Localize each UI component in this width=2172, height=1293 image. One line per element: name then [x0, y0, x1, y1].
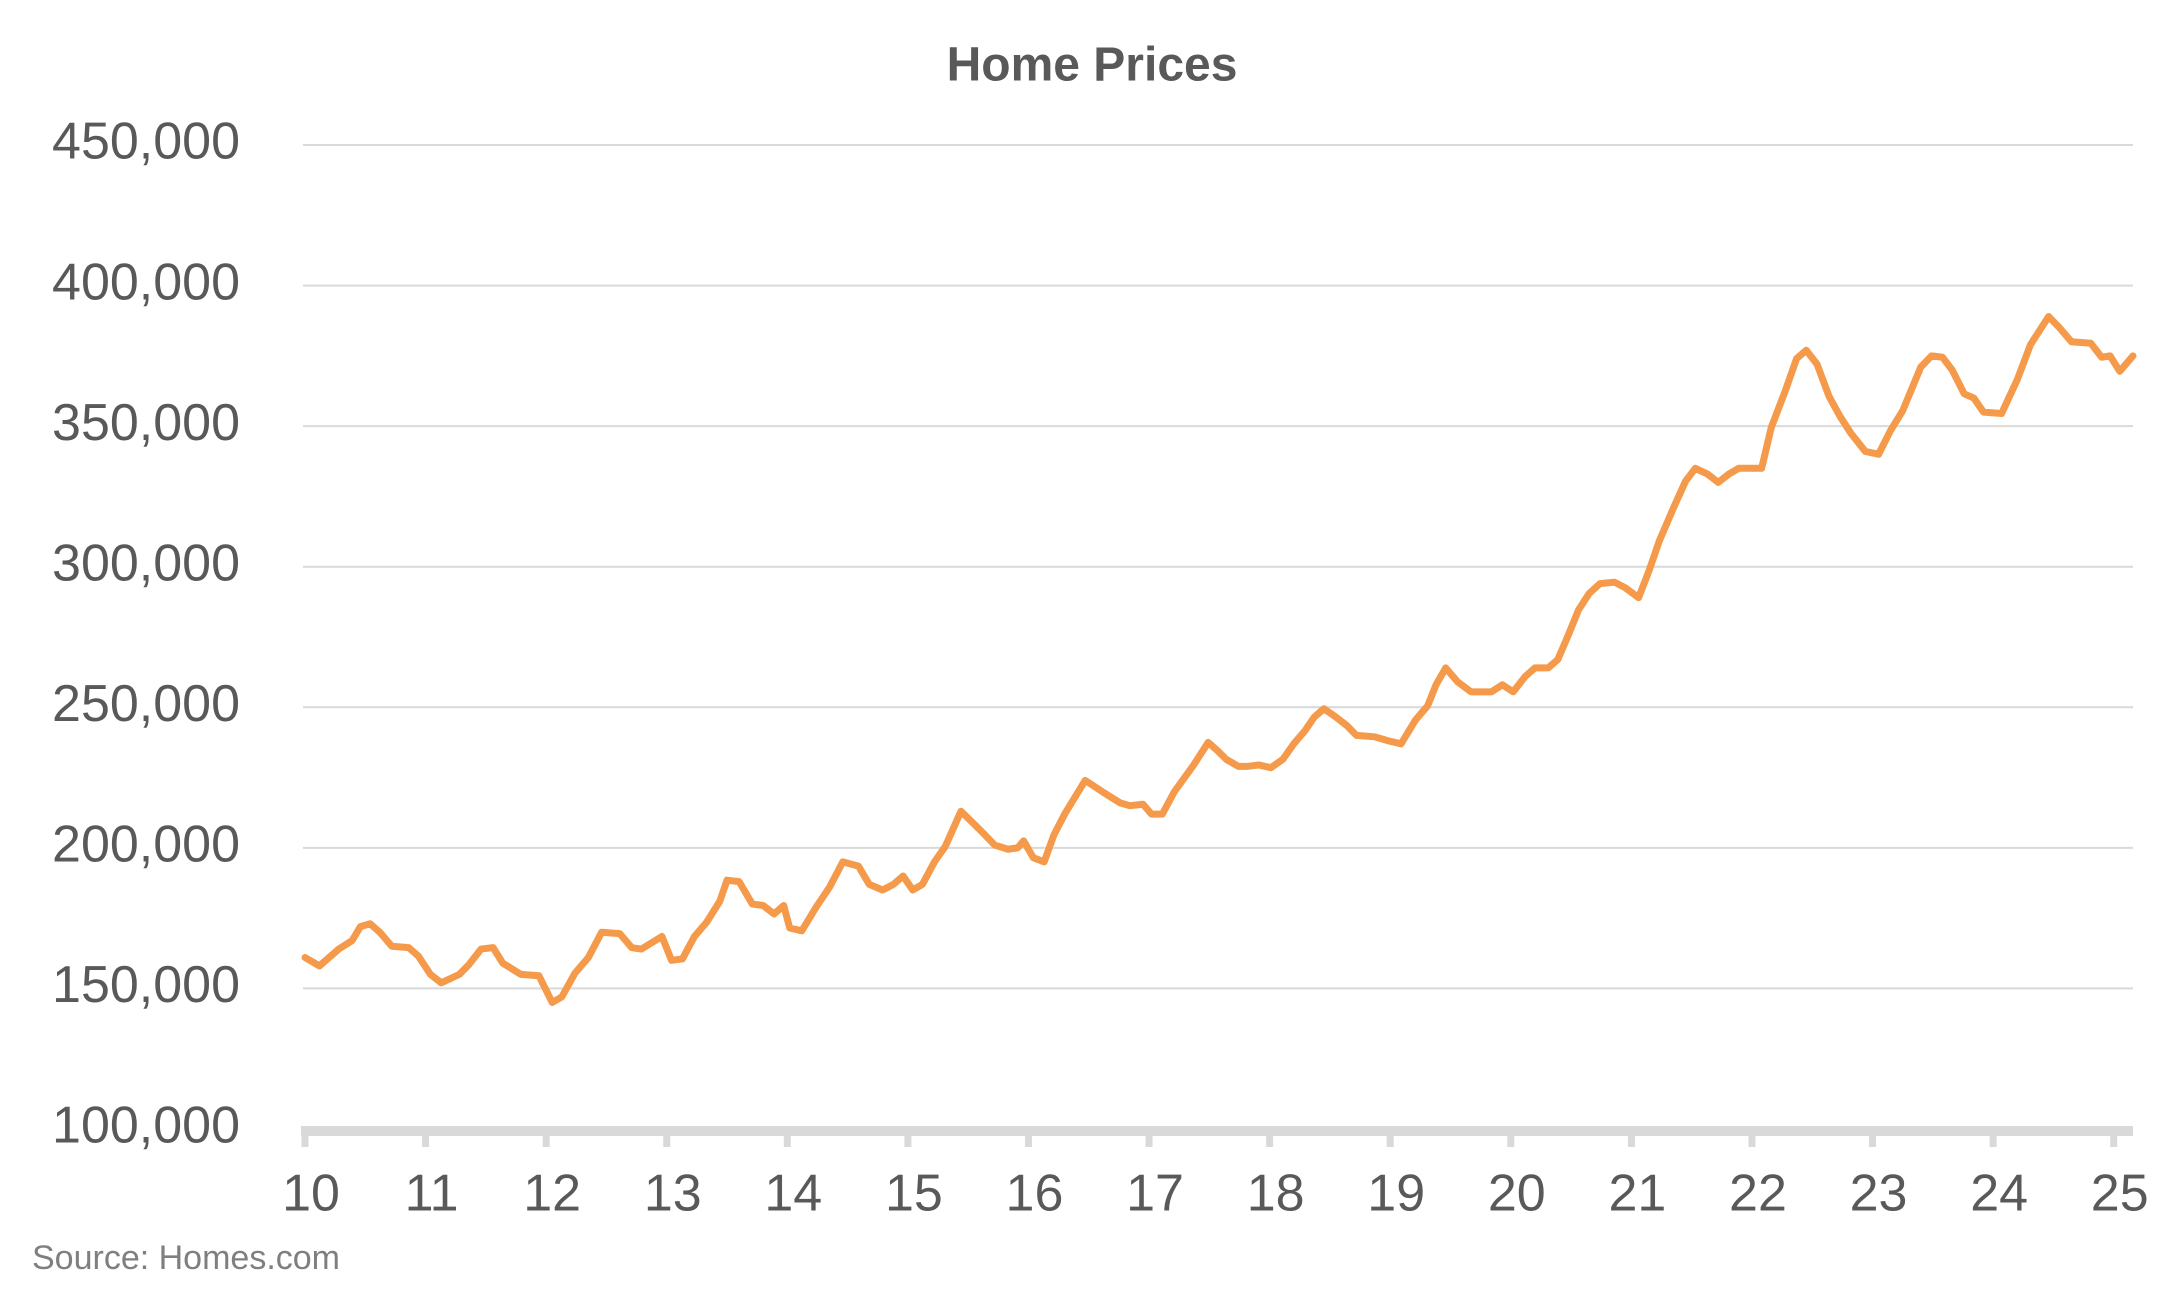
x-tick-label: 19 — [1367, 1165, 1425, 1223]
y-tick-label: 100,000 — [52, 1097, 240, 1155]
x-tick-label: 13 — [644, 1165, 702, 1223]
x-tick-label: 25 — [2091, 1165, 2149, 1223]
chart-title: Home Prices — [947, 39, 1238, 92]
price-line — [301, 313, 2137, 1006]
x-tick-label: 14 — [764, 1165, 822, 1223]
y-tick-label: 250,000 — [52, 675, 240, 733]
x-tick-label: 10 — [282, 1165, 340, 1223]
y-tick-label: 200,000 — [52, 816, 240, 874]
x-tick-label: 12 — [523, 1165, 581, 1223]
x-tick-label: 22 — [1729, 1165, 1787, 1223]
source-note: Source: Homes.com — [32, 1239, 340, 1277]
x-tick-label: 18 — [1247, 1165, 1305, 1223]
x-tick-label: 20 — [1488, 1165, 1546, 1223]
x-tick-label: 23 — [1850, 1165, 1908, 1223]
x-tick-label: 17 — [1126, 1165, 1184, 1223]
y-tick-label: 150,000 — [52, 956, 240, 1014]
y-tick-label: 400,000 — [52, 253, 240, 311]
y-tick-label: 300,000 — [52, 534, 240, 592]
x-tick-label: 16 — [1006, 1165, 1064, 1223]
y-tick-label: 350,000 — [52, 394, 240, 452]
x-tick-label: 24 — [1970, 1165, 2028, 1223]
y-tick-label: 450,000 — [52, 113, 240, 171]
x-tick-label: 11 — [405, 1165, 459, 1223]
x-tick-label: 15 — [885, 1165, 943, 1223]
x-tick-label: 21 — [1608, 1165, 1666, 1223]
